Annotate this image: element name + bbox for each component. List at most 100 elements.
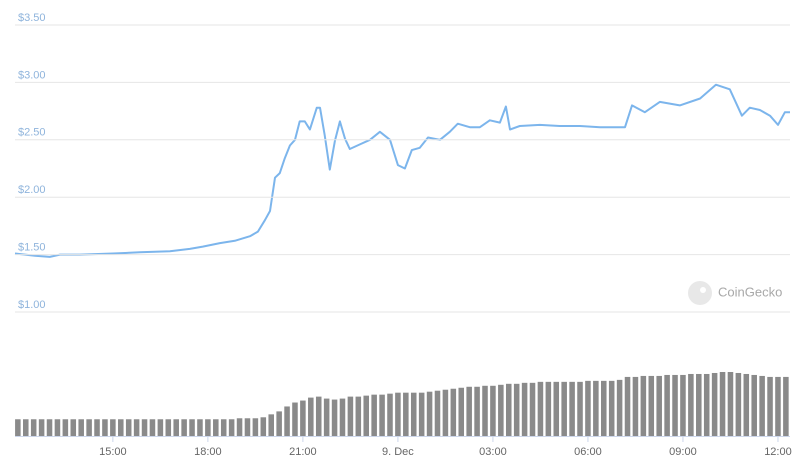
volume-bar — [70, 419, 77, 436]
volume-bar — [775, 376, 781, 436]
volume-bar — [688, 373, 694, 436]
volume-bar — [743, 373, 750, 436]
volume-bar — [434, 390, 441, 436]
volume-bar — [664, 374, 670, 436]
volume-bar — [521, 382, 528, 436]
volume-bar — [569, 381, 575, 436]
volume-bar — [54, 419, 61, 436]
volume-bar — [759, 375, 765, 436]
volume-bar — [513, 383, 520, 436]
volume-bar — [648, 375, 655, 436]
x-tick-label: 9. Dec — [382, 446, 414, 458]
volume-bar — [323, 398, 330, 436]
price-line — [14, 83, 790, 258]
watermark-logo-eye — [700, 287, 706, 293]
volume-bar — [616, 379, 623, 436]
volume-bar — [751, 374, 757, 436]
volume-bar — [308, 397, 314, 436]
volume-bar — [680, 374, 686, 436]
watermark-logo — [688, 281, 712, 305]
volume-bar — [593, 380, 599, 436]
volume-bar — [498, 384, 504, 436]
volume-bar — [102, 419, 108, 436]
volume-bar — [228, 419, 235, 436]
volume-bar — [474, 386, 480, 436]
volume-bar — [38, 419, 45, 436]
volume-bar — [672, 374, 678, 436]
volume-bar — [220, 419, 227, 436]
volume-bar — [703, 373, 710, 436]
volume-bar — [458, 387, 465, 436]
volume-bar — [149, 419, 156, 436]
volume-bar — [189, 419, 195, 436]
y-tick-label: $2.50 — [18, 127, 46, 139]
volume-bar — [371, 394, 377, 436]
volume-bar — [426, 391, 433, 436]
volume-bar — [735, 372, 742, 436]
volume-bar — [236, 418, 243, 436]
volume-bar — [157, 419, 164, 436]
volume-bar — [711, 372, 718, 436]
volume-bar — [260, 417, 267, 436]
volume-bar — [292, 402, 298, 436]
volume-bar — [363, 395, 370, 436]
volume-bar — [355, 396, 362, 436]
y-tick-label: $1.00 — [18, 299, 46, 311]
volume-bar — [165, 419, 172, 436]
volume-bar — [418, 392, 425, 436]
volume-bar — [553, 381, 560, 436]
volume-bar — [379, 394, 385, 436]
volume-bar — [339, 398, 346, 436]
volume-bar — [110, 419, 116, 436]
volume-bar — [727, 372, 734, 436]
volume-bar — [78, 419, 84, 436]
volume-bar — [442, 389, 449, 436]
volume-bar — [466, 386, 472, 436]
volume-bar — [395, 392, 401, 436]
volume-bar — [482, 385, 488, 436]
volume-bar — [347, 396, 354, 436]
volume-bar — [450, 388, 457, 436]
volume-bar — [276, 411, 282, 436]
volume-bar — [529, 382, 536, 436]
volume-bar — [656, 375, 662, 436]
volume-bar — [205, 419, 211, 436]
volume-bar — [141, 419, 148, 436]
volume-bar — [783, 376, 789, 436]
y-tick-label: $3.00 — [18, 69, 46, 81]
volume-bar — [133, 419, 140, 436]
volume-bar — [94, 419, 100, 436]
y-tick-label: $2.00 — [18, 184, 46, 196]
x-tick-label: 18:00 — [194, 446, 222, 458]
volume-bar — [15, 419, 21, 436]
y-tick-label: $3.50 — [18, 12, 46, 24]
volume-bar — [197, 419, 203, 436]
volume-bar — [46, 419, 53, 436]
volume-bar — [181, 419, 187, 436]
volume-bar — [601, 380, 607, 436]
volume-bar — [505, 383, 512, 436]
volume-bar — [252, 418, 259, 436]
volume-bar — [640, 375, 647, 436]
volume-bar — [331, 399, 338, 436]
volume-bar — [244, 418, 251, 436]
volume-bar — [173, 419, 179, 436]
volume-bar — [315, 396, 322, 436]
y-tick-label: $1.50 — [18, 242, 46, 254]
volume-bar — [719, 372, 726, 436]
volume-bar — [403, 392, 409, 436]
x-tick-label: 15:00 — [99, 446, 127, 458]
volume-bar — [86, 419, 92, 436]
volume-bar — [30, 419, 37, 436]
x-tick-label: 06:00 — [574, 446, 602, 458]
volume-bar — [410, 392, 417, 436]
volume-bar — [577, 381, 583, 436]
x-tick-label: 09:00 — [669, 446, 697, 458]
volume-bar — [537, 381, 544, 436]
x-tick-label: 21:00 — [289, 446, 317, 458]
volume-bar — [118, 419, 124, 436]
volume-bar — [696, 373, 702, 436]
volume-bar — [545, 381, 552, 436]
watermark: CoinGecko — [718, 284, 782, 299]
